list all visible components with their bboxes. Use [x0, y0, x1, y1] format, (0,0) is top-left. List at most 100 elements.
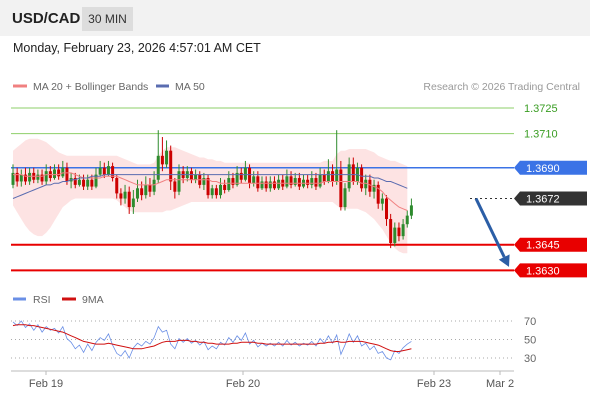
candle-body: [136, 188, 139, 199]
ma20-legend-label: MA 20 + Bollinger Bands: [33, 81, 148, 93]
rsi9-legend-label: 9MA: [82, 294, 104, 306]
bollinger-bands: [13, 138, 408, 254]
candle-body: [148, 184, 152, 192]
candle-body: [343, 188, 347, 208]
candle-body: [202, 178, 206, 185]
rsi-tick-30: 30: [524, 353, 536, 365]
main-legend: MA 20 + Bollinger Bands MA 50 Research ©…: [13, 81, 580, 93]
bollinger-band-fill: [13, 138, 408, 254]
candle-body: [169, 150, 173, 182]
candle-body: [11, 172, 15, 185]
candle-body: [389, 219, 393, 243]
support-2-label: 1.3630: [526, 265, 560, 277]
candle-body: [297, 178, 301, 187]
pivot-tag: [514, 160, 587, 175]
candle-body: [231, 178, 235, 185]
candle-body: [177, 171, 181, 192]
rsi-line: [12, 320, 412, 361]
candle-body: [393, 227, 397, 243]
ma50-legend-label: MA 50: [175, 81, 205, 93]
candle-body: [272, 181, 276, 189]
candle-body: [119, 193, 123, 199]
candle-body: [239, 172, 243, 180]
datetime-label: Monday, February 23, 2026 4:57:01 AM CET: [13, 41, 261, 55]
current-price-tag: [514, 191, 587, 206]
candle-body: [277, 179, 281, 189]
x-tick-label: Feb 19: [29, 378, 63, 390]
research-credit: Research © 2026 Trading Central: [423, 81, 580, 93]
candle-body: [364, 179, 368, 189]
price-levels: [11, 107, 514, 272]
candle-body: [335, 169, 339, 182]
rsi-legend: RSI 9MA: [13, 294, 104, 306]
candle-body: [77, 179, 81, 185]
candle-body: [368, 179, 372, 192]
candle-body: [268, 181, 272, 189]
pivot-label: 1.3690: [526, 163, 560, 175]
candle-body: [152, 179, 156, 192]
candle-body: [94, 174, 98, 187]
candle-body: [252, 176, 256, 184]
candle-body: [397, 227, 401, 237]
forecast-arrow: [474, 197, 510, 267]
candle-body: [131, 198, 135, 208]
level-labels: 1.3725 1.3710 1.3690 1.3672 1.3645 1.3630: [514, 103, 587, 278]
candle-body: [310, 178, 314, 185]
rsi9-line: [12, 324, 412, 352]
candle-body: [306, 179, 310, 185]
candle-body: [214, 188, 218, 196]
x-tick-label: Feb 23: [417, 378, 451, 390]
candle-body: [409, 205, 413, 216]
candle-body: [256, 176, 260, 189]
current-price-label: 1.3672: [526, 194, 560, 206]
candle-body: [380, 198, 384, 204]
candle-body: [318, 174, 322, 187]
candle-body: [82, 179, 86, 187]
candle-body: [160, 155, 164, 165]
candle-body: [90, 179, 94, 187]
candle-body: [40, 174, 44, 182]
x-tick-label: Mar 2: [486, 378, 514, 390]
candle-body: [347, 164, 351, 189]
symbol-title: USD/CAD: [12, 10, 81, 27]
candle-body: [405, 215, 409, 225]
candle-body: [86, 179, 90, 187]
candle-body: [111, 166, 115, 179]
candle-body: [331, 171, 335, 182]
candle-body: [223, 184, 227, 190]
candle-body: [36, 174, 40, 180]
candle-body: [322, 174, 326, 182]
candle-body: [106, 166, 110, 175]
candle-body: [53, 169, 56, 179]
candle-body: [326, 171, 330, 182]
candle-body: [289, 176, 293, 185]
timeframe-button[interactable]: 30 MIN: [82, 7, 133, 31]
candle-body: [235, 172, 239, 185]
candle-body: [23, 174, 27, 182]
support-1-tag: [514, 237, 587, 252]
ma50-line: [12, 174, 408, 199]
candle-body: [123, 191, 127, 199]
rsi-legend-label: RSI: [33, 294, 51, 306]
candle-body: [173, 181, 177, 192]
candle-body: [144, 184, 148, 196]
candle-body: [385, 198, 388, 220]
candle-body: [339, 169, 343, 208]
candle-body: [44, 171, 48, 182]
candle-body: [156, 155, 160, 180]
candle-body: [248, 167, 252, 184]
candle-body: [57, 169, 61, 177]
resistance-1-label: 1.3710: [524, 129, 558, 141]
candle-body: [243, 167, 247, 180]
candle-body: [360, 167, 364, 189]
candle-body: [61, 167, 65, 177]
candle-body: [98, 167, 102, 175]
rsi-tick-50: 50: [524, 335, 536, 347]
candle-body: [351, 164, 355, 182]
forecast-arrow-shaft: [474, 197, 506, 258]
candle-body: [210, 188, 214, 196]
candle-body: [285, 176, 289, 187]
candle-body: [264, 181, 268, 189]
candle-body: [15, 172, 19, 182]
